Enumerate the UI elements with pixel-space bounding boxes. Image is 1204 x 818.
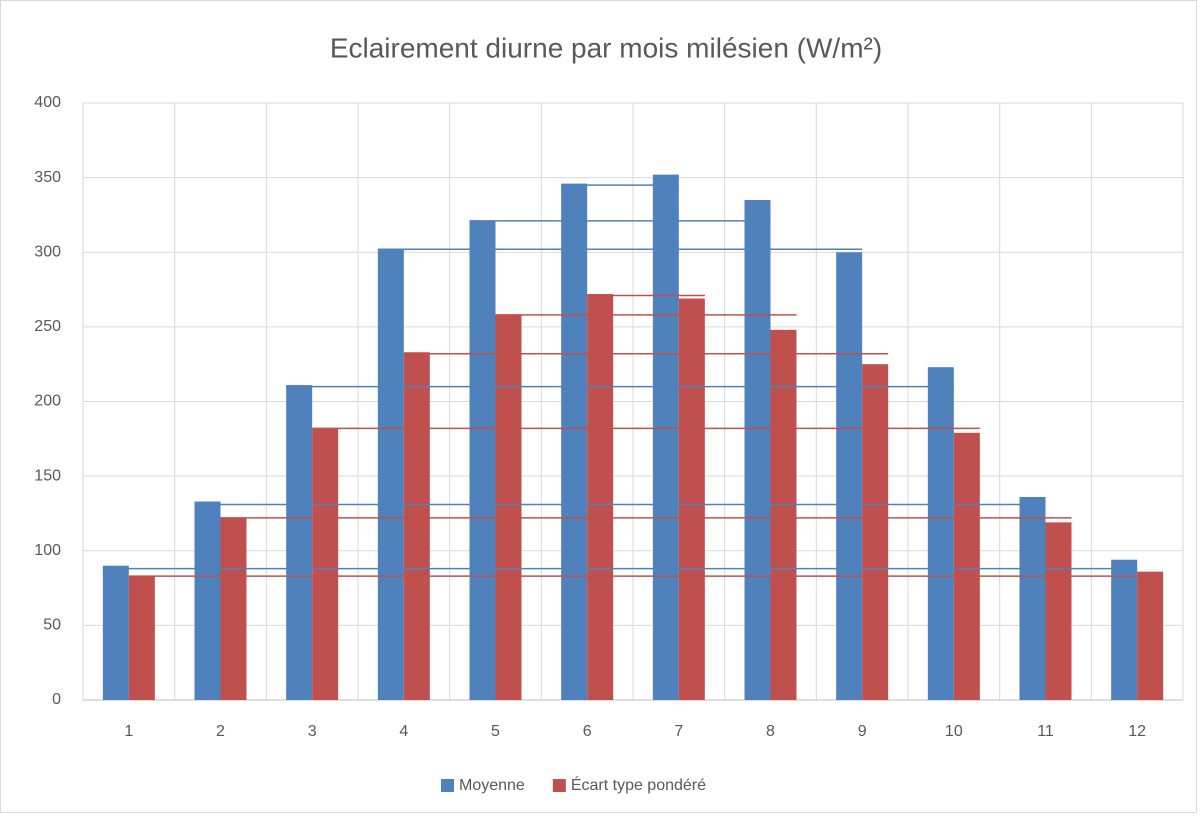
x-tick-label: 11 xyxy=(1037,723,1054,740)
y-tick-label: 0 xyxy=(52,691,61,708)
bar xyxy=(1137,571,1164,700)
bar xyxy=(652,174,679,700)
bar xyxy=(403,352,430,700)
bar xyxy=(1045,522,1072,700)
bar xyxy=(587,294,614,700)
y-tick-label: 150 xyxy=(34,467,61,484)
bar xyxy=(678,298,705,700)
y-tick-label: 200 xyxy=(34,393,61,410)
x-tick-label: 5 xyxy=(491,723,500,740)
x-tick-label: 12 xyxy=(1128,723,1146,740)
bar xyxy=(1111,559,1138,700)
x-tick-label: 6 xyxy=(583,723,592,740)
bar xyxy=(862,364,889,700)
x-tick-label: 9 xyxy=(858,723,867,740)
bar xyxy=(220,517,247,700)
x-tick-label: 10 xyxy=(945,723,963,740)
x-tick-label: 3 xyxy=(308,723,317,740)
bar xyxy=(128,576,155,700)
x-tick-label: 2 xyxy=(216,723,225,740)
bar xyxy=(1019,497,1046,700)
x-tick-label: 4 xyxy=(399,723,408,740)
legend-swatch xyxy=(441,779,454,792)
x-tick-label: 8 xyxy=(766,723,775,740)
legend-label: Écart type pondéré xyxy=(571,775,706,794)
y-tick-label: 350 xyxy=(34,169,61,186)
y-tick-label: 50 xyxy=(43,617,61,634)
x-tick-label: 7 xyxy=(674,723,683,740)
bar xyxy=(102,565,129,700)
legend-label: Moyenne xyxy=(459,777,525,794)
bar xyxy=(194,501,221,700)
legend-swatch xyxy=(552,779,566,792)
bar xyxy=(927,367,954,700)
bar xyxy=(770,329,797,700)
y-tick-label: 400 xyxy=(34,94,61,111)
bar xyxy=(836,252,863,700)
bar xyxy=(561,183,588,701)
bar xyxy=(495,314,522,700)
bar xyxy=(312,428,339,700)
bar xyxy=(286,385,313,700)
y-tick-label: 300 xyxy=(34,243,61,260)
y-tick-label: 100 xyxy=(34,542,61,559)
y-tick-label: 250 xyxy=(34,318,61,335)
x-tick-label: 1 xyxy=(124,723,133,740)
chart-title: Eclairement diurne par mois milésien (W/… xyxy=(330,32,882,63)
bar xyxy=(377,249,404,700)
bar xyxy=(469,220,496,700)
bar xyxy=(744,200,771,700)
bar xyxy=(953,432,980,700)
